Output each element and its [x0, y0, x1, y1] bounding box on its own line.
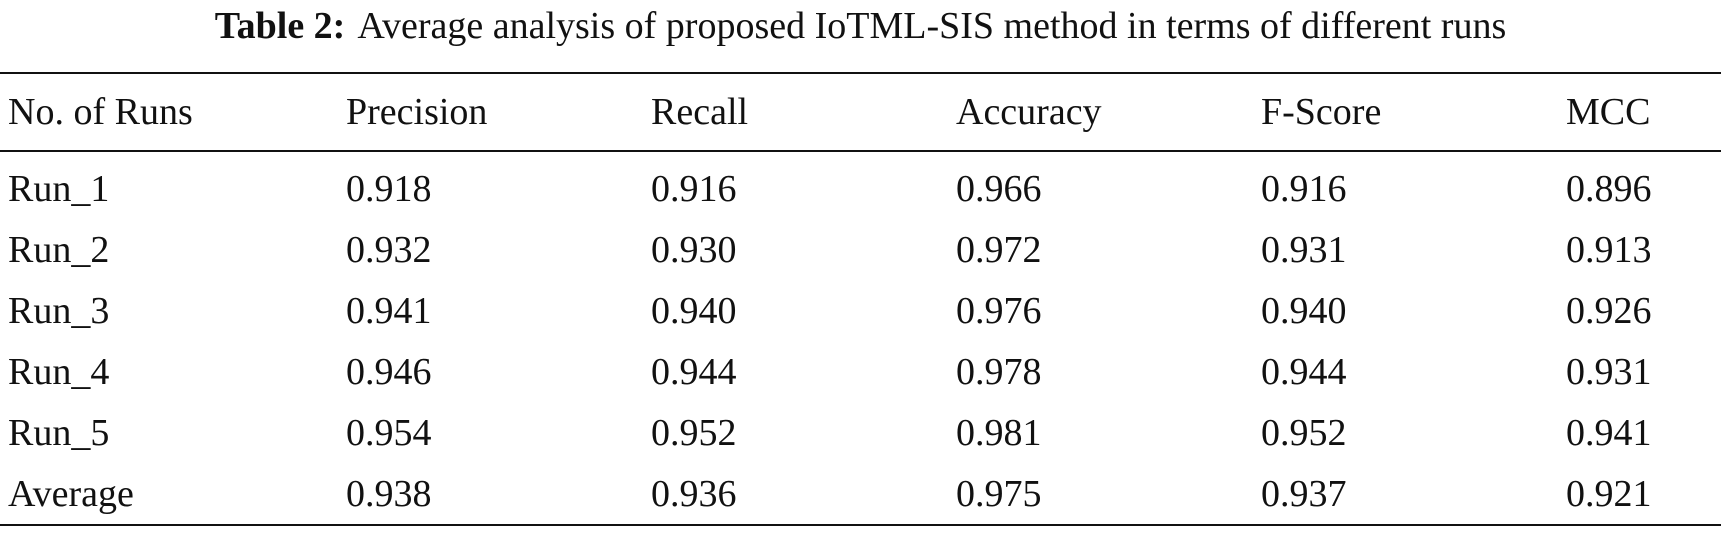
header-cell-recall: Recall	[651, 91, 749, 133]
table-cell: 0.946	[346, 350, 432, 393]
table-cell: 0.938	[346, 472, 432, 515]
table-caption: Table 2: Average analysis of proposed IoT…	[0, 2, 1721, 50]
table-row: Run_5 0.954 0.952 0.981 0.952 0.941	[0, 402, 1721, 463]
table-cell: 0.913	[1566, 228, 1652, 271]
table-caption-label: Table 2:	[214, 5, 346, 47]
results-table: No. of Runs Precision Recall Accuracy F-…	[0, 72, 1721, 526]
header-cell-accuracy: Accuracy	[956, 91, 1102, 133]
table-cell: 0.944	[651, 350, 737, 393]
table-cell: 0.931	[1566, 350, 1652, 393]
table-cell: 0.966	[956, 167, 1042, 210]
table-cell: Run_3	[8, 289, 110, 332]
table-cell: 0.954	[346, 411, 432, 454]
table-cell: 0.932	[346, 228, 432, 271]
table-cell: 0.937	[1261, 472, 1347, 515]
table-cell: 0.940	[1261, 289, 1347, 332]
table-row-average: Average 0.938 0.936 0.975 0.937 0.921	[0, 463, 1721, 525]
header-cell-runs: No. of Runs	[8, 91, 193, 133]
header-row: No. of Runs Precision Recall Accuracy F-…	[0, 73, 1721, 151]
table-cell: Run_4	[8, 350, 110, 393]
table-cell: 0.972	[956, 228, 1042, 271]
table-cell: 0.975	[956, 472, 1042, 515]
results-table-container: No. of Runs Precision Recall Accuracy F-…	[0, 72, 1721, 526]
table-row: Run_2 0.932 0.930 0.972 0.931 0.913	[0, 219, 1721, 280]
table-body: Run_1 0.918 0.916 0.966 0.916 0.896 Run_…	[0, 151, 1721, 525]
table-row: Run_1 0.918 0.916 0.966 0.916 0.896	[0, 151, 1721, 219]
header-cell-mcc: MCC	[1566, 91, 1651, 133]
table-cell: 0.916	[1261, 167, 1347, 210]
table-cell: 0.981	[956, 411, 1042, 454]
table-cell: Run_5	[8, 411, 110, 454]
table-row: Run_4 0.946 0.944 0.978 0.944 0.931	[0, 341, 1721, 402]
header-cell-f-score: F-Score	[1261, 91, 1382, 133]
header-cell-precision: Precision	[346, 91, 488, 133]
table-cell: 0.941	[1566, 411, 1652, 454]
table-cell: 0.918	[346, 167, 432, 210]
table-cell: 0.940	[651, 289, 737, 332]
table-header: No. of Runs Precision Recall Accuracy F-…	[0, 73, 1721, 151]
table-cell: 0.896	[1566, 167, 1652, 210]
table-cell: 0.952	[1261, 411, 1347, 454]
table-caption-text: Average analysis of proposed IoTML-SIS m…	[357, 5, 1507, 47]
table-row: Run_3 0.941 0.940 0.976 0.940 0.926	[0, 280, 1721, 341]
table-cell: Run_2	[8, 228, 110, 271]
table-cell: Run_1	[8, 167, 110, 210]
table-cell: 0.931	[1261, 228, 1347, 271]
table-cell: 0.944	[1261, 350, 1347, 393]
table-cell: 0.978	[956, 350, 1042, 393]
table-cell: 0.936	[651, 472, 737, 515]
table-cell: 0.930	[651, 228, 737, 271]
table-cell: Average	[8, 472, 134, 515]
table-cell: 0.916	[651, 167, 737, 210]
table-cell: 0.952	[651, 411, 737, 454]
table-cell: 0.976	[956, 289, 1042, 332]
table-cell: 0.941	[346, 289, 432, 332]
table-cell: 0.926	[1566, 289, 1652, 332]
table-cell: 0.921	[1566, 472, 1652, 515]
